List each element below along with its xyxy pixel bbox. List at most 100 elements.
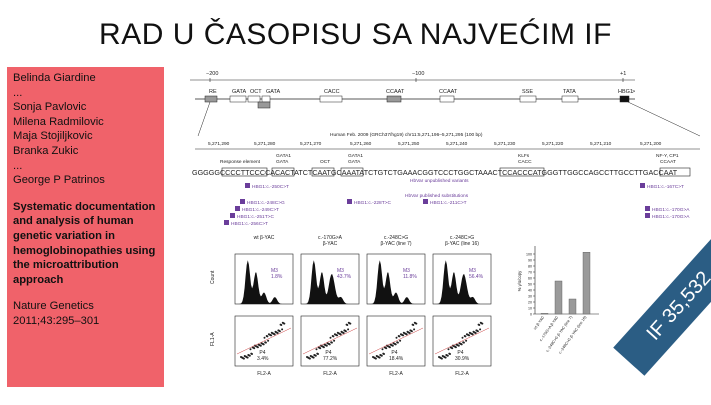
scatter-point: [449, 353, 451, 355]
bar-category-label: c.-248C>G β-YAC (line 16): [558, 315, 588, 355]
variant-label: HBG1:c.-251T>C: [237, 214, 274, 220]
scatter-point: [283, 322, 286, 325]
element-label: CACC: [324, 89, 340, 95]
bar-y-tick-label: 90: [528, 259, 532, 263]
variant-label: HBG1:c.-249C>T: [242, 207, 279, 213]
scatter-point: [479, 328, 482, 331]
scatter-point: [476, 330, 479, 333]
element-label: SSE: [522, 89, 533, 95]
track-label: HbVar published substitutions: [405, 193, 469, 199]
bar: [568, 298, 577, 315]
scatter-point: [378, 356, 381, 359]
element-label: CCAAT: [386, 89, 405, 95]
coord-label: 5,271,220: [542, 141, 564, 147]
scatter-point: [447, 348, 450, 351]
scatter-point: [308, 357, 311, 360]
slide-title: RAD U ČASOPISU SA NAJVEĆIM IF: [99, 18, 612, 51]
variant-label: HBG1:c.-211C>T: [430, 200, 467, 206]
hist-ylabel: Count: [210, 270, 216, 284]
scatter-point: [251, 353, 253, 355]
variant-label: HBG1:c.-228T>C: [354, 200, 391, 206]
bar-y-tick-label: 60: [528, 277, 532, 281]
scatter-ylabel: FL1-A: [210, 332, 216, 346]
coord-label: 5,271,290: [208, 141, 230, 147]
annotation-label: CACC: [518, 159, 532, 165]
scatter-point: [270, 334, 273, 337]
scatter-point: [391, 344, 394, 347]
authors-box: Belinda Giardine ... Sonja Pavlovic Mile…: [7, 67, 164, 387]
author-line: Maja Stojiljkovic: [13, 130, 93, 143]
scatter-point: [312, 356, 315, 359]
variant-label: HBG1:c.-250C>T: [252, 184, 289, 190]
variant-label: HBG1:c.-170G>A: [652, 207, 690, 213]
scatter-point: [481, 322, 484, 325]
scatter-point: [248, 354, 251, 357]
bar-y-tick-label: 70: [528, 271, 532, 275]
scatter-point: [317, 353, 319, 355]
scatter-point: [342, 332, 345, 334]
bar-y-tick-label: 10: [528, 307, 532, 311]
scatter-point: [330, 341, 333, 344]
coord-label: 5,271,200: [640, 141, 662, 147]
bar-ylabel: % γ/α/copy: [517, 270, 522, 291]
m3-value: 43.7%: [337, 274, 352, 280]
genome-coords: 5,271,290 5,271,280 5,271,270 5,271,260 …: [208, 141, 662, 147]
variant-label: HBG1:c.-170G>A: [652, 214, 690, 220]
scatter-point: [253, 347, 256, 350]
p4-gate-label: P4: [457, 350, 463, 356]
bar: [554, 280, 563, 315]
bar-y-tick-label: 30: [528, 295, 532, 299]
scatter-point: [451, 347, 454, 350]
scatter-xlabel: FL2-A: [455, 371, 469, 377]
scatter-point: [319, 347, 322, 350]
genome-header: Human Feb. 2009 (GRCh37/hg19) chr11:5,27…: [330, 132, 483, 138]
bar-chart: 0 10 20 30 40 50 60 70 80 90 100 % γ/α/copy wt β-YAC…: [517, 246, 599, 355]
scatter-point: [405, 333, 408, 336]
scatter-point: [349, 322, 352, 325]
p4-value: 77.2%: [323, 356, 338, 362]
scatter-point: [462, 341, 465, 344]
author-line: ...: [13, 159, 23, 172]
annotation-label: GATA1: [276, 153, 291, 159]
scatter-point: [412, 324, 415, 326]
m3-value: 11.8%: [403, 274, 417, 280]
scatter-point: [440, 357, 443, 360]
element-label: GATA: [266, 89, 280, 95]
author-line: Sonja Pavlovic: [13, 101, 87, 114]
flow-column-title: β-YAC (line 7): [380, 241, 411, 247]
histogram-mark: [237, 260, 291, 304]
annotation-label: Response element: [220, 159, 261, 165]
gate-line: [434, 327, 490, 355]
scatter-point: [465, 339, 468, 342]
scatter-point: [381, 348, 384, 351]
bar-y-tick-label: 100: [526, 253, 532, 257]
scatter-point: [344, 330, 347, 333]
paper-title: Systematic documentation and analysis of…: [13, 200, 156, 286]
author-line: Branka Zukic: [13, 144, 79, 157]
gate-line: [236, 327, 292, 355]
scatter-point: [402, 334, 405, 337]
p4-gate-label: P4: [325, 350, 331, 356]
scatter-point: [315, 348, 318, 351]
scatter-point: [380, 354, 383, 357]
scatter-point: [262, 343, 265, 346]
journal-name: Nature Genetics: [13, 300, 94, 313]
element-label: OCT: [250, 89, 262, 95]
annotation-label: GATA1: [348, 153, 363, 159]
coord-label: 5,271,260: [350, 141, 372, 147]
coord-label: 5,271,230: [494, 141, 516, 147]
pos-label: −100: [412, 71, 424, 77]
scatter-point: [383, 353, 385, 355]
variant-tracks: HbVar unpublished variants HbVar publish…: [224, 178, 690, 227]
bar-y-tick-label: 20: [528, 301, 532, 305]
scatter-point: [396, 341, 399, 344]
histogram-mark: [435, 260, 489, 304]
genome-browser: Human Feb. 2009 (GRCh37/hg19) chr11:5,27…: [192, 132, 700, 227]
scatter-point: [388, 346, 391, 349]
scatter-point: [395, 336, 398, 339]
element-label: HBG1: [618, 89, 633, 95]
scatter-point: [281, 328, 284, 331]
scatter-point: [385, 347, 388, 350]
annotation-label: GATA: [276, 159, 289, 165]
